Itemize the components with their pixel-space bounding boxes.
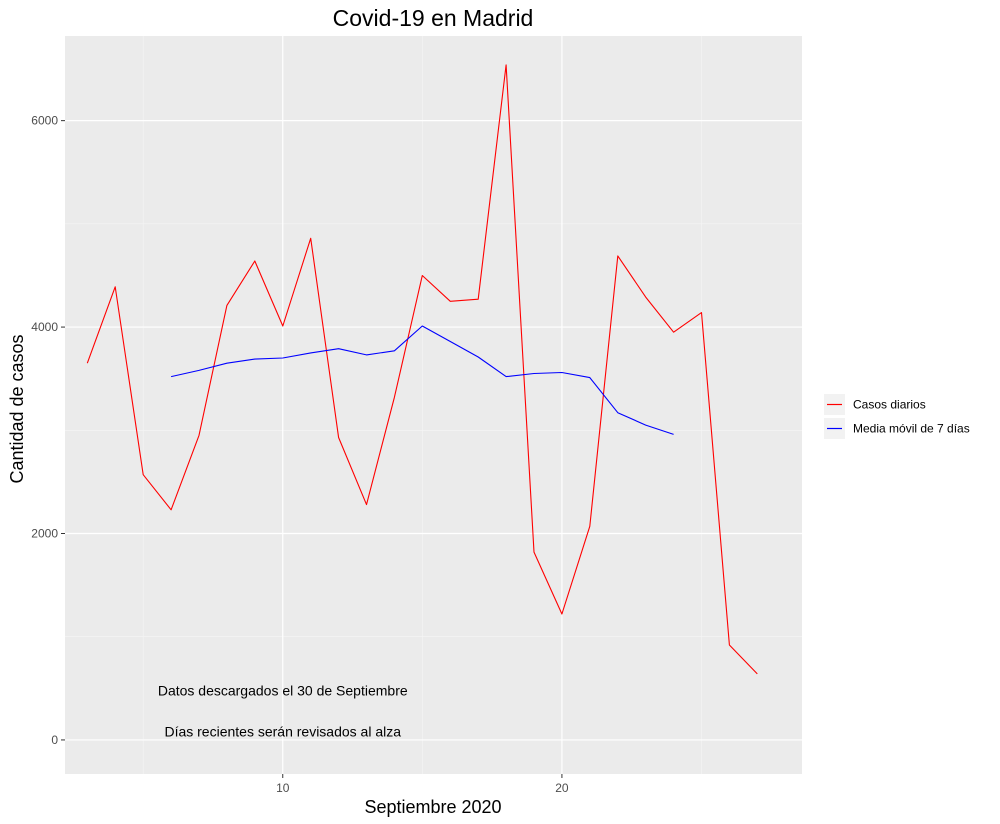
annotations: Datos descargados el 30 de Septiembre Día…	[158, 682, 408, 739]
series-line-casos-diarios	[86, 64, 758, 675]
y-tick-label: 6000	[31, 114, 58, 128]
major-gridlines	[65, 36, 802, 774]
y-axis-title: Cantidad de casos	[7, 334, 27, 483]
y-axis: 0 2000 4000 6000	[31, 114, 65, 747]
series-layer	[86, 64, 758, 675]
y-tick-label: 0	[51, 733, 58, 747]
plot-panel	[65, 36, 802, 774]
y-tick-label: 4000	[31, 320, 58, 334]
legend-label: Casos diarios	[853, 398, 926, 412]
x-axis: 10 20	[276, 774, 569, 795]
x-axis-title: Septiembre 2020	[364, 797, 501, 817]
legend-label: Media móvil de 7 días	[853, 422, 970, 436]
x-tick-label: 10	[276, 781, 290, 795]
legend: Casos diarios Media móvil de 7 días	[824, 394, 970, 439]
chart-title: Covid-19 en Madrid	[333, 5, 534, 31]
minor-gridlines	[65, 36, 802, 774]
x-tick-label: 20	[555, 781, 569, 795]
annotation-text-2: Días recientes serán revisados al alza	[164, 724, 401, 740]
y-tick-label: 2000	[31, 527, 58, 541]
series-line-media-movil	[170, 325, 674, 435]
annotation-text-1: Datos descargados el 30 de Septiembre	[158, 682, 408, 698]
